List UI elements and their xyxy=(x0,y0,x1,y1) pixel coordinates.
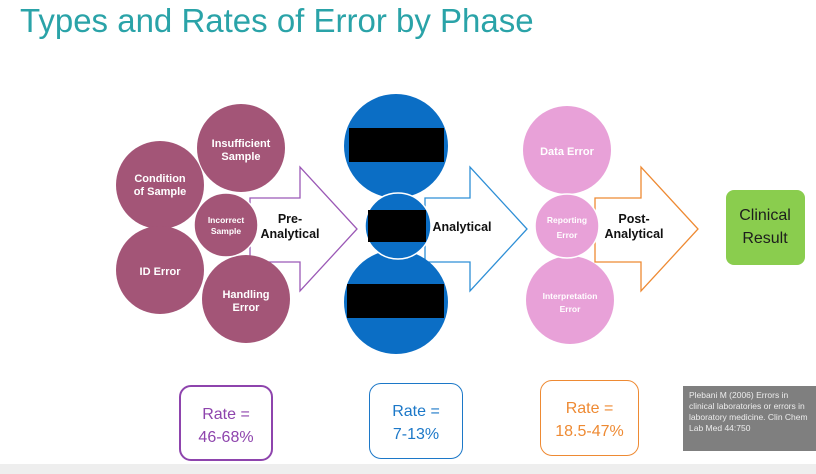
circle-label-line: Handling xyxy=(222,289,269,301)
clinical-result-box xyxy=(726,190,805,265)
circle-label-line: Error xyxy=(233,302,261,314)
citation-note: Plebani M (2006) Errors in clinical labo… xyxy=(683,386,816,451)
rate-label: Rate = xyxy=(202,406,250,423)
phase-label-line: Analytical xyxy=(604,227,663,241)
data-error-label: Data Error xyxy=(540,146,595,158)
analytical-arrow xyxy=(424,165,528,293)
circle-label-line: Error xyxy=(560,304,581,314)
handling-error-circle xyxy=(202,255,290,343)
interpretation-error-label: Interpretation Error xyxy=(543,291,598,314)
phase-label-line: Analytical xyxy=(260,227,319,241)
page-title: Types and Rates of Error by Phase xyxy=(20,2,534,39)
phase-label-line: Post- xyxy=(618,212,649,226)
redaction-bar-middle xyxy=(368,210,426,242)
rate-label: Rate = xyxy=(392,403,440,420)
circle-label-line: of Sample xyxy=(134,186,187,198)
post-analytical-arrow xyxy=(594,165,699,293)
circle-label-line: ID Error xyxy=(140,266,182,278)
post-analytical-label: Post- Analytical xyxy=(604,212,663,241)
circle-label-line: Reporting xyxy=(547,215,587,225)
condition-of-sample-label: Condition of Sample xyxy=(134,173,187,198)
pre-analytical-label: Pre- Analytical xyxy=(260,212,319,241)
condition-of-sample-circle xyxy=(116,141,204,229)
rate-value: 46-68% xyxy=(198,429,254,446)
circle-label-line: Interpretation xyxy=(543,291,598,301)
circle-label-line: Insufficient xyxy=(212,138,271,150)
footer-bar xyxy=(0,464,816,474)
rate-label: Rate = xyxy=(565,400,614,417)
id-error-label: ID Error xyxy=(140,266,182,278)
reporting-error-circle xyxy=(534,193,600,259)
post-analytical-rate-box: Rate = 18.5-47% xyxy=(540,380,639,456)
insufficient-sample-circle xyxy=(197,104,285,192)
rate-value: 7-13% xyxy=(392,426,440,443)
reporting-error-label: Reporting Error xyxy=(547,215,587,240)
circle-label-line: Sample xyxy=(221,151,260,163)
interpretation-error-circle xyxy=(526,256,614,344)
handling-error-label: Handling Error xyxy=(222,289,269,314)
clinical-result-line: Result xyxy=(742,230,788,247)
circle-label-line: Data Error xyxy=(540,146,595,158)
incorrect-sample-label: Incorrect Sample xyxy=(208,215,245,236)
clinical-result-line: Clinical xyxy=(739,207,791,224)
circle-label-line: Sample xyxy=(211,226,242,236)
incorrect-sample-circle xyxy=(193,192,259,258)
circle-label-line: Error xyxy=(557,230,578,240)
rate-value: 18.5-47% xyxy=(555,423,624,440)
analytical-label: Analytical xyxy=(432,220,491,234)
redaction-bar-top xyxy=(349,128,444,162)
insufficient-sample-label: Insufficient Sample xyxy=(212,138,271,163)
circle-label-line: Incorrect xyxy=(208,215,245,225)
pre-analytical-rate-box: Rate = 46-68% xyxy=(179,385,273,461)
analytical-rate-box: Rate = 7-13% xyxy=(369,383,463,459)
phase-label-line: Pre- xyxy=(278,212,302,226)
id-error-circle xyxy=(116,226,204,314)
data-error-circle xyxy=(523,106,611,194)
circle-label-line: Condition xyxy=(134,173,186,185)
redaction-bar-bottom xyxy=(347,284,444,318)
